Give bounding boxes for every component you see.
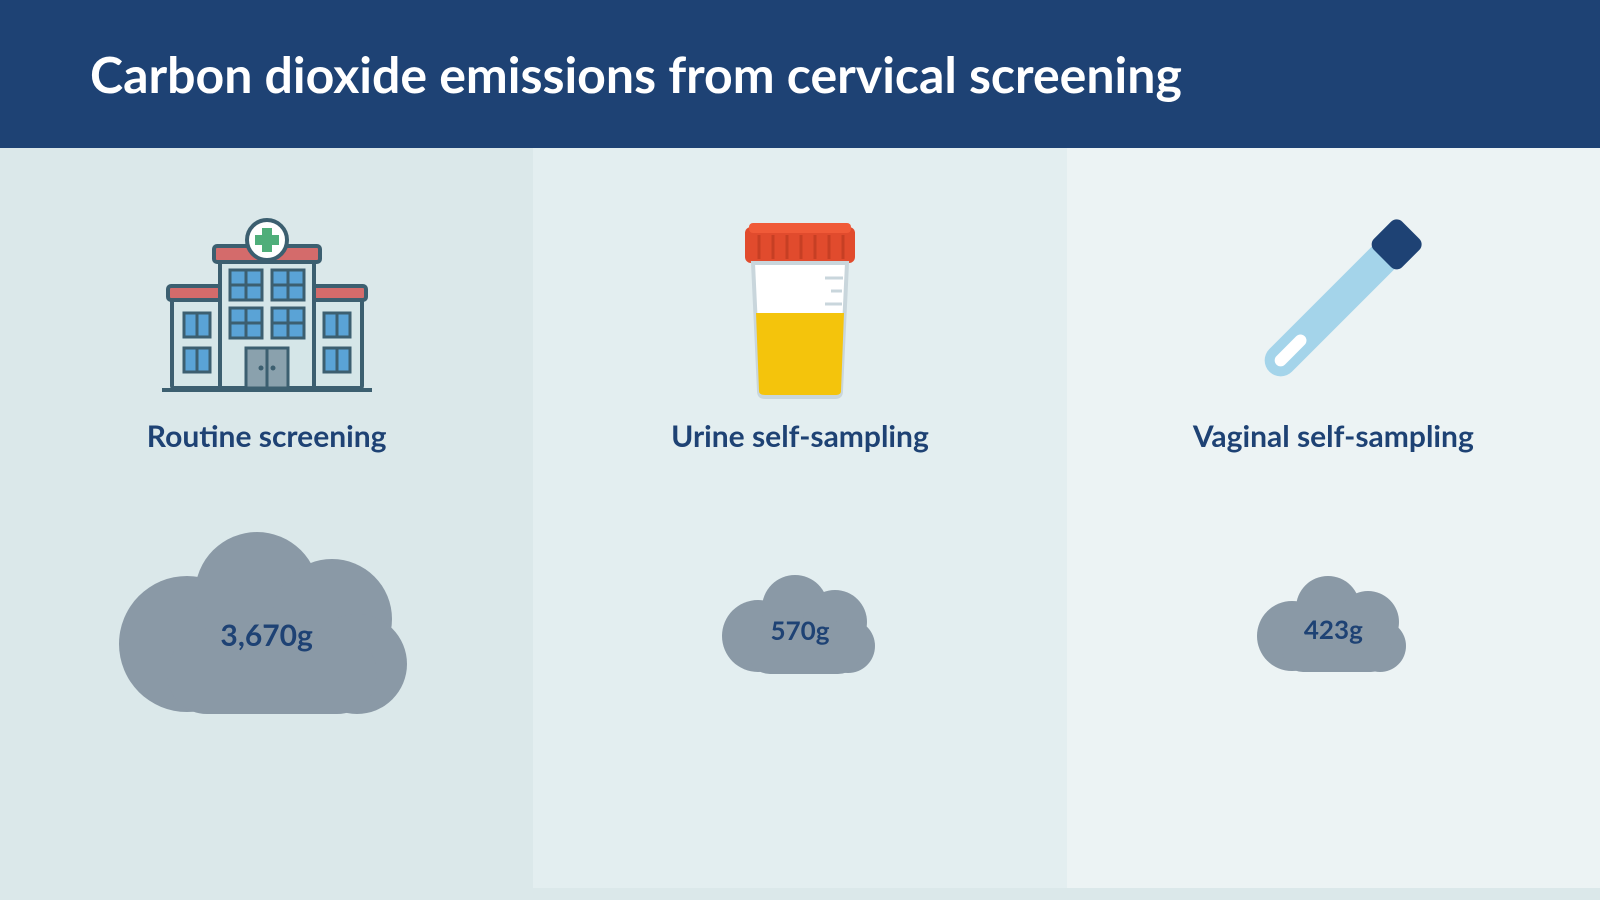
panel-routine: Routine screening 3,670g — [0, 148, 533, 888]
header-bar: Carbon dioxide emissions from cervical s… — [0, 0, 1600, 148]
urine-cup-icon — [725, 208, 875, 408]
cloud-vaginal: 423g — [1246, 566, 1421, 681]
panels-row: Routine screening 3,670g — [0, 148, 1600, 888]
panel-label: Urine self-sampling — [671, 418, 929, 454]
cloud-value: 570g — [771, 614, 830, 646]
hospital-icon — [162, 208, 372, 408]
cloud-value: 423g — [1304, 613, 1363, 645]
panel-label: Vaginal self-sampling — [1193, 418, 1474, 454]
cloud-value: 3,670g — [220, 617, 312, 653]
page-title: Carbon dioxide emissions from cervical s… — [90, 44, 1510, 104]
cloud-routine: 3,670g — [97, 514, 437, 734]
cloud-urine: 570g — [710, 564, 890, 684]
panel-label: Routine screening — [147, 418, 387, 454]
panel-vaginal: Vaginal self-sampling 423g — [1067, 148, 1600, 888]
swab-icon — [1223, 208, 1443, 408]
panel-urine: Urine self-sampling 570g — [533, 148, 1066, 888]
